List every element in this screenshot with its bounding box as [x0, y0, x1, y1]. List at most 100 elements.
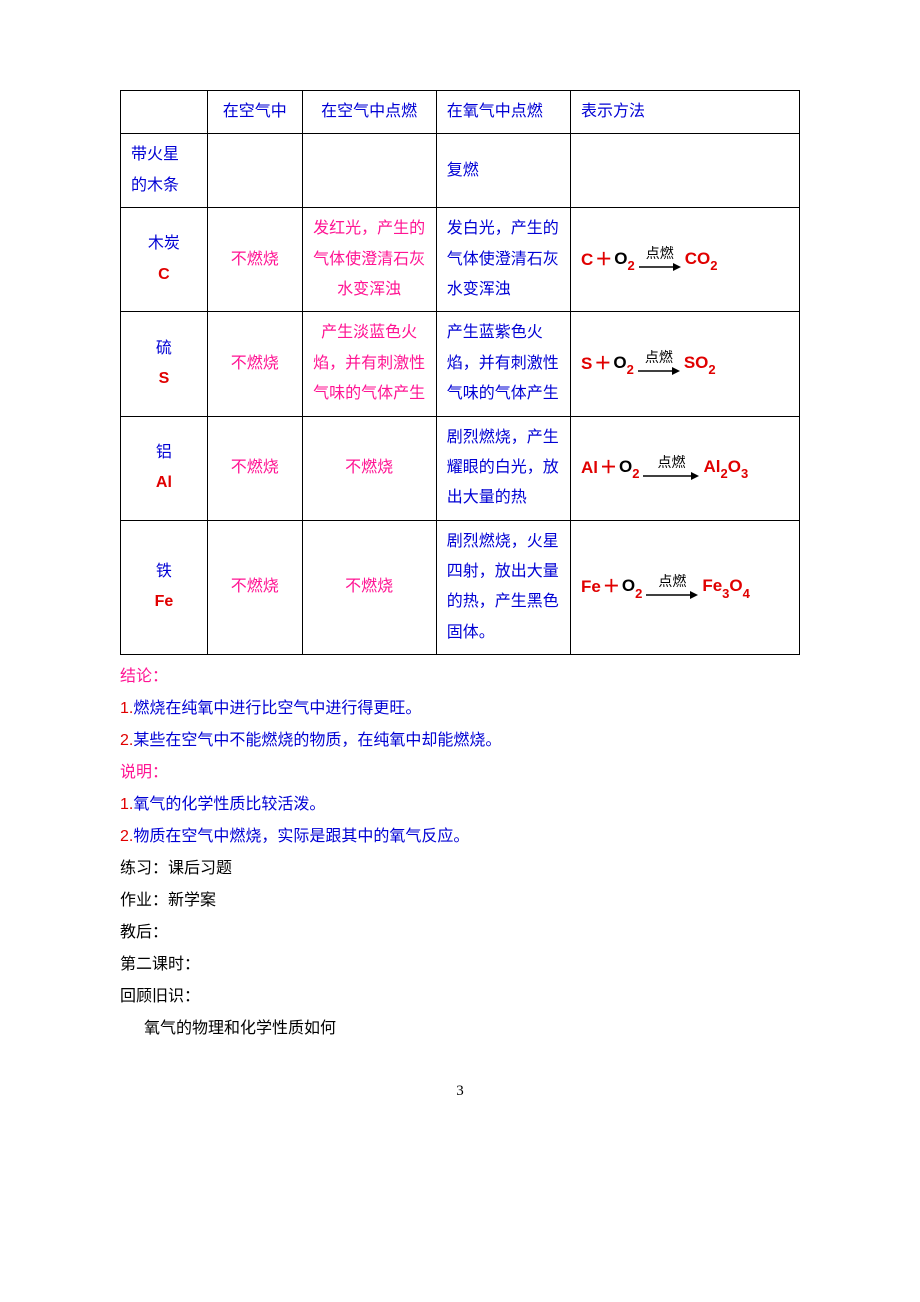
eq-o2: O2: [613, 347, 633, 381]
arrow-icon: [639, 263, 681, 271]
row-aluminum-air-ignite: 不燃烧: [302, 416, 436, 520]
row-aluminum-air: 不燃烧: [207, 416, 302, 520]
header-empty: [121, 91, 208, 134]
sub: 2: [720, 466, 727, 481]
row-carbon-air-ignite: 发红光，产生的气体使澄清石灰水变浑浊: [302, 208, 436, 312]
prefix: 2.: [120, 828, 133, 845]
footer-line: 练习：课后习题: [120, 853, 800, 885]
cell-empty: [302, 134, 436, 208]
row-splint-name: 带火星 的木条: [121, 134, 208, 208]
header-col5: 表示方法: [571, 91, 800, 134]
eq-lhs: Fe: [581, 571, 601, 603]
row-splint: 带火星 的木条 复燃: [121, 134, 800, 208]
row-carbon-equation: C ＋ O2 点燃 CO2: [571, 208, 800, 312]
header-col4: 在氧气中点燃: [436, 91, 570, 134]
text: 铝: [156, 444, 172, 461]
sub: 2: [708, 362, 715, 377]
prefix: 1.: [120, 700, 133, 717]
header-col2: 在空气中: [207, 91, 302, 134]
rhs1: Al: [703, 457, 720, 476]
arrow: 点燃: [646, 576, 698, 599]
footer-line: 回顾旧识：: [120, 981, 800, 1013]
row-aluminum-name: 铝 Al: [121, 416, 208, 520]
sub: 2: [627, 362, 634, 377]
symbol: S: [159, 370, 170, 387]
arrow-label: 点燃: [645, 352, 673, 366]
body-text: 结论： 1.燃烧在纯氧中进行比空气中进行得更旺。 2.某些在空气中不能燃烧的物质…: [120, 661, 800, 1045]
rhs1: Fe: [702, 576, 722, 595]
eq-rhs: SO2: [684, 347, 716, 381]
rhs2: O: [728, 457, 741, 476]
plus-sign: ＋: [595, 244, 612, 276]
arrow: 点燃: [643, 457, 699, 480]
plus-sign: ＋: [594, 348, 611, 380]
rhs: CO: [685, 249, 711, 268]
conclusion-line2: 2.某些在空气中不能燃烧的物质，在纯氧中却能燃烧。: [120, 725, 800, 757]
footer-line: 教后：: [120, 917, 800, 949]
arrow-icon: [638, 367, 680, 375]
plus-sign: ＋: [603, 571, 620, 603]
sub: 4: [743, 586, 750, 601]
row-aluminum-o2: 剧烈燃烧，产生耀眼的白光，放出大量的热: [436, 416, 570, 520]
symbol: Al: [156, 474, 172, 491]
eq-o2: O2: [619, 451, 639, 485]
document-page: 在空气中 在空气中点燃 在氧气中点燃 表示方法 带火星 的木条 复燃 木炭 C …: [0, 0, 920, 1160]
eq-rhs: Fe3O4: [702, 570, 750, 604]
arrow-label: 点燃: [646, 248, 674, 262]
footer-line: 第二课时：: [120, 949, 800, 981]
symbol: C: [158, 266, 170, 283]
row-iron-equation: Fe ＋ O2 点燃 Fe3O4: [571, 520, 800, 655]
text: 硫: [156, 340, 172, 357]
text: 物质在空气中燃烧，实际是跟其中的氧气反应。: [133, 828, 469, 845]
row-sulfur-air-ignite: 产生淡蓝色火焰，并有刺激性气味的气体产生: [302, 312, 436, 416]
row-splint-o2: 复燃: [436, 134, 570, 208]
equation: Al ＋ O2 点燃 Al2O3: [581, 451, 748, 485]
explain-line1: 1.氧气的化学性质比较活泼。: [120, 789, 800, 821]
row-carbon-air: 不燃烧: [207, 208, 302, 312]
sub: 2: [632, 466, 639, 481]
explain-line2: 2.物质在空气中燃烧，实际是跟其中的氧气反应。: [120, 821, 800, 853]
row-iron-name: 铁 Fe: [121, 520, 208, 655]
arrow-label: 点燃: [658, 576, 686, 590]
eq-rhs: Al2O3: [703, 451, 748, 485]
plus-sign: ＋: [600, 452, 617, 484]
equation: Fe ＋ O2 点燃 Fe3O4: [581, 570, 750, 604]
equation: C ＋ O2 点燃 CO2: [581, 243, 717, 277]
explain-title: 说明：: [120, 757, 800, 789]
eq-lhs: C: [581, 244, 593, 276]
row-carbon-o2: 发白光，产生的气体使澄清石灰水变浑浊: [436, 208, 570, 312]
row-iron-air-ignite: 不燃烧: [302, 520, 436, 655]
row-sulfur: 硫 S 不燃烧 产生淡蓝色火焰，并有刺激性气味的气体产生 产生蓝紫色火焰，并有刺…: [121, 312, 800, 416]
comparison-table: 在空气中 在空气中点燃 在氧气中点燃 表示方法 带火星 的木条 复燃 木炭 C …: [120, 90, 800, 655]
equation: S ＋ O2 点燃 SO2: [581, 347, 716, 381]
arrow: 点燃: [638, 352, 680, 375]
rhs2: O: [729, 576, 742, 595]
row-iron-o2: 剧烈燃烧，火星四射，放出大量的热，产生黑色固体。: [436, 520, 570, 655]
text: 木炭: [148, 235, 180, 252]
row-sulfur-air: 不燃烧: [207, 312, 302, 416]
arrow: 点燃: [639, 248, 681, 271]
cell-empty: [207, 134, 302, 208]
row-carbon-name: 木炭 C: [121, 208, 208, 312]
arrow-icon: [646, 591, 698, 599]
text: 氧气的化学性质比较活泼。: [133, 796, 325, 813]
footer-line: 作业：新学案: [120, 885, 800, 917]
prefix: 1.: [120, 796, 133, 813]
sub: 2: [628, 258, 635, 273]
o: O: [622, 576, 635, 595]
text: 带火星: [131, 146, 179, 163]
row-aluminum: 铝 Al 不燃烧 不燃烧 剧烈燃烧，产生耀眼的白光，放出大量的热 Al ＋ O2…: [121, 416, 800, 520]
sub: 2: [635, 586, 642, 601]
header-col3: 在空气中点燃: [302, 91, 436, 134]
row-iron: 铁 Fe 不燃烧 不燃烧 剧烈燃烧，火星四射，放出大量的热，产生黑色固体。 Fe…: [121, 520, 800, 655]
eq-lhs: S: [581, 348, 592, 380]
o: O: [619, 457, 632, 476]
prefix: 2.: [120, 732, 133, 749]
conclusion-title: 结论：: [120, 661, 800, 693]
row-sulfur-equation: S ＋ O2 点燃 SO2: [571, 312, 800, 416]
text: 铁: [156, 563, 172, 580]
sub: 2: [710, 258, 717, 273]
sub: 3: [741, 466, 748, 481]
row-aluminum-equation: Al ＋ O2 点燃 Al2O3: [571, 416, 800, 520]
symbol: Fe: [155, 593, 174, 610]
